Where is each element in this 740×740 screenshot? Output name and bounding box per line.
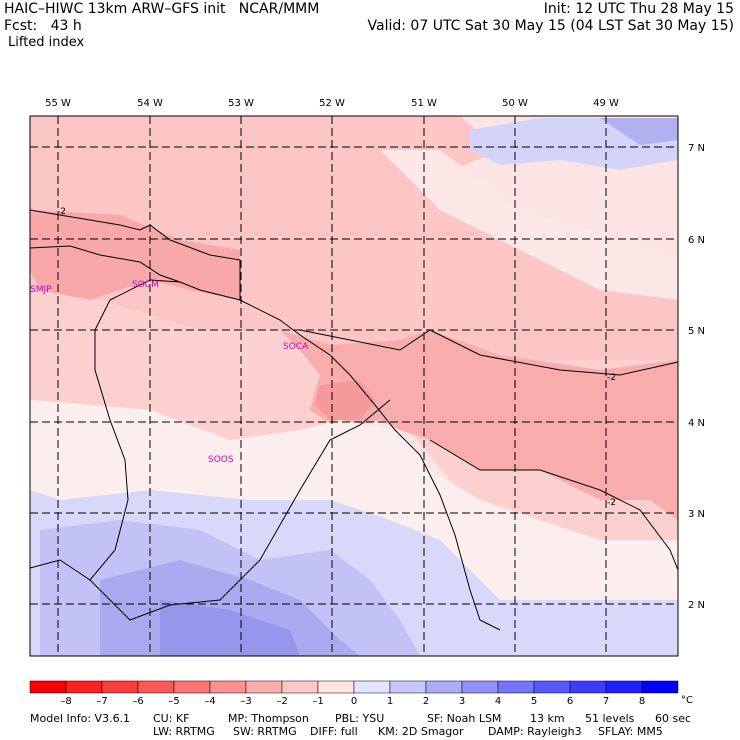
colorbar-tick-label: 6 — [567, 696, 573, 707]
colorbar-tick-label: –2 — [276, 696, 287, 707]
colorbar-tick-label: –3 — [240, 696, 251, 707]
lat-label: 4 N — [688, 418, 705, 429]
lat-label: 5 N — [688, 326, 705, 337]
lat-label: 7 N — [688, 143, 705, 154]
lon-label: 54 W — [137, 98, 163, 109]
lon-label: 53 W — [228, 98, 254, 109]
colorbar-swatch — [281, 680, 319, 694]
diff-scheme: DIFF: full — [310, 725, 358, 738]
colorbar-swatch — [101, 680, 139, 694]
resolution: 13 km — [530, 712, 565, 725]
station-socm: SOCM — [132, 280, 159, 290]
lat-label: 3 N — [688, 509, 705, 520]
colorbar-swatch — [425, 680, 463, 694]
colorbar-tick-label: –8 — [60, 696, 71, 707]
colorbar-tick-label: –4 — [204, 696, 215, 707]
levels: 51 levels — [585, 712, 635, 725]
colorbar-tick-label: 4 — [495, 696, 501, 707]
colorbar-tick-label: 5 — [531, 696, 537, 707]
colorbar-swatch — [569, 680, 607, 694]
km-scheme: KM: 2D Smagor — [378, 725, 464, 738]
colorbar-swatch — [461, 680, 499, 694]
contour-label: -2 — [607, 498, 616, 508]
lon-label: 49 W — [593, 98, 619, 109]
valid-time: Valid: 07 UTC Sat 30 May 15 (04 LST Sat … — [367, 18, 734, 34]
lifted-index-field — [30, 116, 678, 656]
latitude-labels: 7 N 6 N 5 N 4 N 3 N 2 N — [688, 143, 705, 611]
colorbar-tick-label: 1 — [387, 696, 393, 707]
cu-scheme: CU: KF — [153, 712, 190, 725]
field-name: Lifted index — [8, 35, 85, 50]
damp-scheme: DAMP: Rayleigh3 — [488, 725, 582, 738]
longitude-labels: 55 W 54 W 53 W 52 W 51 W 50 W 49 W — [45, 98, 619, 109]
colorbar-swatch — [605, 680, 643, 694]
colorbar-tick-label: –1 — [312, 696, 323, 707]
station-soos: SOOS — [208, 455, 234, 465]
colorbar-swatch — [353, 680, 391, 694]
colorbar-labels: –8 –7 –6 –5 –4 –3 –2 –1 0 1 2 3 4 5 6 7 8 — [60, 696, 645, 707]
colorbar-swatch — [173, 680, 211, 694]
lat-label: 6 N — [688, 235, 705, 246]
colorbar-tick-label: 8 — [639, 696, 645, 707]
pbl-scheme: PBL: YSU — [335, 712, 385, 725]
colorbar-swatch — [245, 680, 283, 694]
lon-label: 51 W — [411, 98, 437, 109]
sw-scheme: SW: RRTMG — [233, 725, 297, 738]
sflay-scheme: SFLAY: MM5 — [598, 725, 663, 738]
contour-labels: -2 -2 -2 — [57, 207, 616, 508]
model-info: Model Info: V3.6.1 — [30, 712, 131, 725]
lat-lon-grid — [30, 116, 678, 656]
lw-scheme: LW: RRTMG — [153, 725, 215, 738]
lon-label: 52 W — [319, 98, 345, 109]
colorbar-swatch — [641, 680, 679, 694]
colorbar-swatch — [209, 680, 247, 694]
timestep: 60 sec — [655, 712, 692, 725]
lat-label: 2 N — [688, 600, 705, 611]
colorbar — [29, 680, 679, 694]
colorbar-tick-label: 0 — [351, 696, 357, 707]
sf-scheme: SF: Noah LSM — [427, 712, 502, 725]
colorbar-tick-label: 3 — [459, 696, 465, 707]
colorbar-tick-label: 7 — [603, 696, 609, 707]
station-smjp: SMJP — [30, 285, 52, 295]
colorbar-swatch — [137, 680, 175, 694]
colorbar-swatch — [533, 680, 571, 694]
forecast-hour: Fcst: 43 h — [4, 18, 82, 34]
lon-label: 55 W — [45, 98, 71, 109]
colorbar-tick-label: 2 — [423, 696, 429, 707]
colorbar-tick-label: –7 — [96, 696, 107, 707]
colorbar-tick-label: –6 — [132, 696, 143, 707]
init-time: Init: 12 UTC Thu 28 May 15 — [543, 1, 734, 17]
colorbar-tick-label: –5 — [168, 696, 179, 707]
header-title: HAIC–HIWC 13km ARW–GFS init NCAR/MMM — [4, 1, 320, 17]
station-soca: SOCA — [283, 342, 309, 352]
colorbar-swatch — [65, 680, 103, 694]
colorbar-unit: °C — [681, 695, 693, 706]
mp-scheme: MP: Thompson — [228, 712, 309, 725]
colorbar-swatch — [389, 680, 427, 694]
colorbar-swatch — [29, 680, 67, 694]
contour-label: -2 — [57, 207, 66, 217]
colorbar-swatch — [497, 680, 535, 694]
coastlines — [29, 209, 679, 631]
map-frame — [29, 115, 679, 657]
contour-label: -2 — [607, 373, 616, 383]
station-labels: SMJP SOCM SOCA SOOS — [30, 280, 309, 465]
lon-label: 50 W — [502, 98, 528, 109]
colorbar-swatch — [317, 680, 355, 694]
